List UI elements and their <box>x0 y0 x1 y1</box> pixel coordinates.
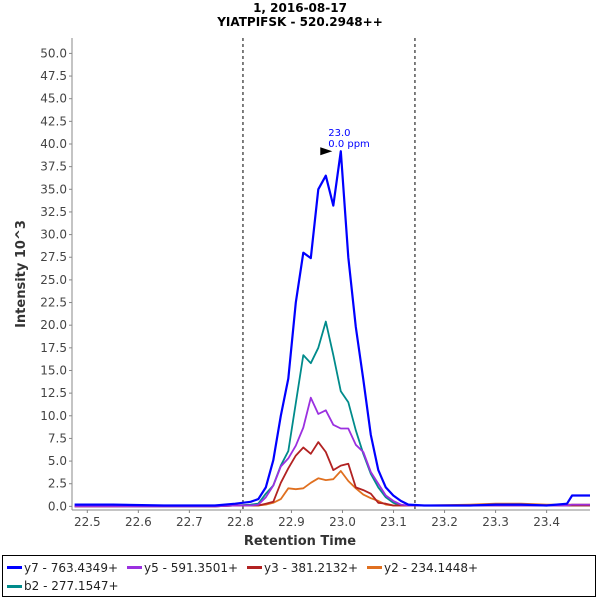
plot-area: 0.0 2.5 5.0 7.5 10.0 12.5 15.0 17.5 20.0 22.5 25.0… <box>40 38 590 529</box>
y-tick-label: 40.0 <box>40 137 67 151</box>
legend-item[interactable]: y3 - 381.2132+ <box>247 559 358 577</box>
y-tick-label: 45.0 <box>40 92 67 106</box>
y-tick-label: 47.5 <box>40 69 67 83</box>
y-tick-label: 7.5 <box>48 431 67 445</box>
peak-arrow-icon <box>320 147 333 156</box>
y-tick-label: 12.5 <box>40 386 67 400</box>
y-tick-label: 37.5 <box>40 160 67 174</box>
y-tick-label: 35.0 <box>40 182 67 196</box>
x-tick-label: 23.2 <box>431 515 458 529</box>
plot-background <box>72 38 590 510</box>
y-tick-label: 17.5 <box>40 341 67 355</box>
y-tick-label: 2.5 <box>48 477 67 491</box>
x-tick-label: 22.5 <box>74 515 101 529</box>
y-tick-label: 27.5 <box>40 250 67 264</box>
y-tick-label: 42.5 <box>40 114 67 128</box>
legend-swatch <box>367 566 383 569</box>
x-axis-label: Retention Time <box>244 534 356 549</box>
x-tick-label: 22.6 <box>125 515 152 529</box>
legend-swatch <box>127 566 143 569</box>
x-tick-label: 22.8 <box>227 515 254 529</box>
legend-label: y3 - 381.2132+ <box>264 560 359 575</box>
legend-item[interactable]: b2 - 277.1547+ <box>7 577 119 595</box>
legend-item[interactable]: y2 - 234.1448+ <box>367 559 478 577</box>
y-tick-label: 50.0 <box>40 46 67 60</box>
x-tick-label: 22.7 <box>176 515 203 529</box>
legend-swatch <box>7 584 22 588</box>
peak-annotation-ppm: 0.0 ppm <box>328 139 370 150</box>
legend: y7 - 763.4349+ y5 - 591.3501+ y3 - 381.213… <box>2 555 596 597</box>
legend-swatch <box>7 566 22 569</box>
chart-svg: 1, 2016-08-17 YIATPIFSK - 520.2948++ Ret… <box>14 1 590 549</box>
legend-label: y7 - 763.4349+ <box>24 560 119 575</box>
y-tick-label: 32.5 <box>40 205 67 219</box>
y-axis-label: Intensity 10^3 <box>14 220 29 328</box>
y-tick-label: 22.5 <box>40 296 67 310</box>
legend-item[interactable]: y7 - 763.4349+ <box>7 559 118 577</box>
chart-title: 1, 2016-08-17 <box>253 1 347 15</box>
y-tick-label: 15.0 <box>40 363 67 377</box>
x-tick-label: 23.4 <box>533 515 560 529</box>
x-tick-label: 22.9 <box>278 515 305 529</box>
y-tick-label: 20.0 <box>40 318 67 332</box>
legend-label: y5 - 591.3501+ <box>144 560 239 575</box>
series-line-y7[interactable] <box>74 150 590 507</box>
legend-item[interactable]: y5 - 591.3501+ <box>127 559 238 577</box>
legend-label: y2 - 234.1448+ <box>384 560 479 575</box>
legend-label: b2 - 277.1547+ <box>24 579 119 593</box>
peak-annotation-rt: 23.0 <box>328 128 350 139</box>
y-tick-label: 5.0 <box>48 454 67 468</box>
y-tick-label: 10.0 <box>40 409 67 423</box>
y-tick-label: 0.0 <box>48 499 67 513</box>
y-tick-label: 25.0 <box>40 273 67 287</box>
x-tick-label: 23.0 <box>329 515 356 529</box>
chart-subtitle: YIATPIFSK - 520.2948++ <box>216 15 383 29</box>
x-tick-label: 23.3 <box>482 515 509 529</box>
legend-swatch <box>247 566 263 569</box>
x-tick-label: 23.1 <box>380 515 407 529</box>
y-tick-label: 30.0 <box>40 228 67 242</box>
